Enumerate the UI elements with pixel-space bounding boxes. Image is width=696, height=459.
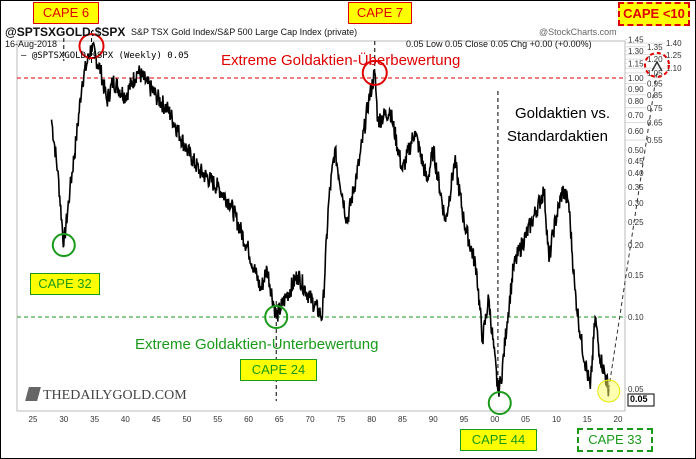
arrow-up-icon [651, 60, 663, 72]
source-label: @StockCharts.com [539, 27, 617, 37]
series-legend: — @SPTSXGOLD:$SPX (Weekly) 0.05 [21, 51, 189, 61]
y-tick-label: 1.30 [628, 47, 644, 56]
chart-title: S&P TSX Gold Index/S&P 500 Large Cap Ind… [131, 27, 358, 37]
y-tick-label: 0.05 [628, 385, 644, 394]
y-tick-label: 1.20 [647, 55, 663, 64]
y-tick-label: 0.80 [628, 97, 644, 106]
y-tick-label: 0.55 [647, 136, 663, 145]
logo-text: THEDAILYGOLD.COM [43, 388, 187, 403]
low-1930-circle [51, 233, 76, 258]
x-tick-label: 70 [306, 415, 315, 424]
x-tick-label: 75 [336, 415, 345, 424]
current-highlight-circle [597, 379, 621, 403]
y-tick-label: 0.30 [628, 199, 644, 208]
undervaluation-text: Extreme Goldaktien-Unterbewertung [135, 336, 379, 353]
y-tick-label: 0.45 [628, 157, 644, 166]
cape-6-label: CAPE 6 [33, 2, 99, 24]
x-tick-label: 30 [59, 415, 68, 424]
y-tick-label: 0.60 [628, 127, 644, 136]
target-circle [644, 52, 670, 78]
y-tick-label: 1.10 [666, 64, 682, 73]
y-tick-label: 0.75 [647, 104, 663, 113]
y-tick-label: 1.45 [628, 35, 644, 44]
y-tick-label: 0.50 [628, 146, 644, 155]
x-tick-label: 65 [275, 415, 284, 424]
y-tick-label: 1.40 [666, 39, 682, 48]
low-1964-circle [264, 305, 289, 329]
cape-44-label: CAPE 44 [460, 429, 537, 451]
plot-area [16, 40, 626, 412]
x-tick-label: 25 [29, 415, 38, 424]
y-tick-label: 0.25 [628, 218, 644, 227]
chart-date: 16-Aug-2018 [5, 39, 58, 49]
x-tick-label: 90 [429, 415, 438, 424]
peak-1980-circle [361, 59, 388, 86]
x-tick-label: 95 [460, 415, 469, 424]
y-tick-label: 0.15 [628, 271, 644, 280]
low-2000-circle [487, 391, 512, 415]
x-tick-label: 55 [213, 415, 222, 424]
y-tick-label: 1.35 [647, 43, 663, 52]
y-tick-label: 0.85 [647, 91, 663, 100]
series-line [50, 41, 610, 397]
peak-1934-circle [78, 33, 105, 60]
y-tick-label: 0.10 [628, 313, 644, 322]
x-tick-label: 15 [583, 415, 592, 424]
y-tick-label: 1.25 [666, 51, 682, 60]
x-tick-label: 40 [121, 415, 130, 424]
logo-icon [25, 387, 41, 401]
x-tick-label: 50 [182, 415, 191, 424]
y-tick-label: 0.90 [628, 85, 644, 94]
y-tick-label: 0.70 [628, 111, 644, 120]
cape-24-label: CAPE 24 [240, 359, 317, 381]
cape-lt10-label: CAPE <10 [618, 2, 690, 26]
projection-line [608, 70, 658, 390]
x-tick-label: 60 [244, 415, 253, 424]
cape-33-label: CAPE 33 [577, 428, 653, 452]
x-tick-label: 05 [521, 415, 530, 424]
x-tick-label: 10 [552, 415, 561, 424]
quote-line: 0.05 Low 0.05 Close 0.05 Chg +0.00 (+0.0… [406, 39, 592, 49]
y-tick-label: 0.65 [647, 119, 663, 128]
cape-32-label: CAPE 32 [30, 273, 100, 295]
y-tick-label: 0.20 [628, 241, 644, 250]
last-value-box [627, 393, 655, 407]
x-tick-label: 00 [490, 415, 499, 424]
logo: THEDAILYGOLD.COM [25, 387, 187, 403]
x-tick-label: 85 [398, 415, 407, 424]
y-tick-label: 0.35 [628, 183, 644, 192]
comparison-title-1: Goldaktien vs. [515, 105, 611, 122]
x-tick-label: 45 [152, 415, 161, 424]
cape-7-label: CAPE 7 [348, 2, 412, 24]
overvaluation-text: Extreme Goldaktien-Überbewertung [221, 52, 461, 69]
symbol: @SPTSXGOLD:$SPX [5, 25, 126, 39]
y-tick-label: 1.00 [628, 74, 644, 83]
x-tick-label: 35 [90, 415, 99, 424]
last-value-label: 0.05 [630, 394, 648, 404]
y-tick-label: 1.05 [647, 69, 663, 78]
y-tick-label: 0.40 [628, 169, 644, 178]
comparison-title-2: Standardaktien [507, 128, 608, 145]
x-tick-label: 20 [614, 415, 623, 424]
x-tick-label: 80 [367, 415, 376, 424]
y-tick-label: 1.15 [628, 59, 644, 68]
